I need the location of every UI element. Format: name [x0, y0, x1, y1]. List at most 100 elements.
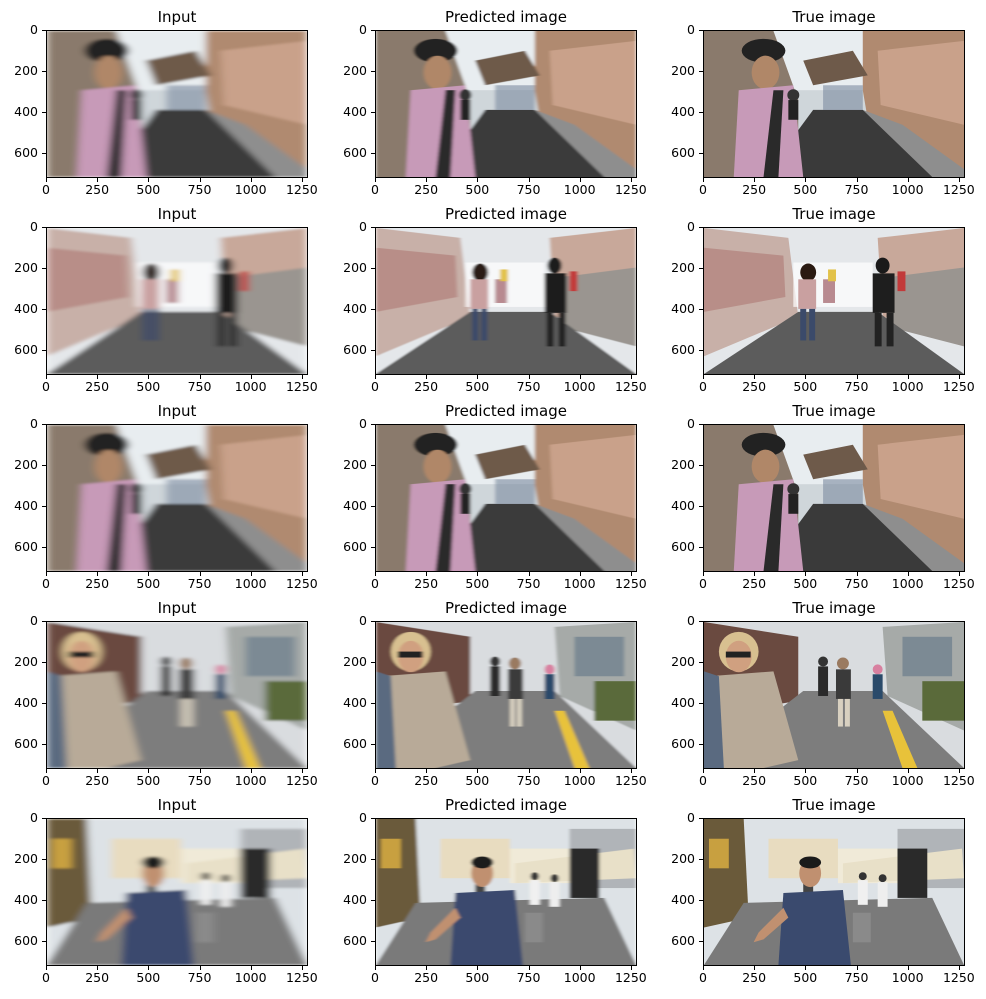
x-tick-label: 0: [371, 182, 379, 197]
x-tick-mark: [301, 769, 303, 773]
x-tick-mark: [46, 178, 47, 182]
street-photo: [46, 227, 308, 375]
panel-title: True image: [792, 8, 876, 26]
y-tick-label: 200: [671, 260, 695, 276]
x-tick-label: 250: [85, 970, 110, 985]
x-tick-mark: [754, 572, 756, 576]
y-tick-mark: [699, 506, 703, 508]
x-tick-label: 750: [516, 773, 541, 788]
street-photo: [703, 818, 965, 966]
y-tick-label: 400: [14, 498, 38, 514]
x-tick-mark: [805, 375, 807, 379]
x-tick-label: 750: [187, 773, 212, 788]
y-tick-label: 200: [14, 851, 38, 867]
y-tick-mark: [371, 30, 375, 31]
x-tick-label: 0: [42, 379, 50, 394]
x-tick-mark: [856, 178, 858, 182]
y-tick-mark: [699, 859, 703, 861]
x-tick-label: 1250: [614, 970, 647, 985]
x-tick-mark: [805, 178, 807, 182]
y-tick-mark: [42, 112, 46, 114]
x-tick-label: 1000: [234, 182, 267, 197]
x-tick-label: 500: [465, 379, 490, 394]
x-tick-mark: [375, 572, 376, 576]
y-tick-label: 600: [343, 342, 367, 358]
x-tick-mark: [579, 769, 581, 773]
x-tick-mark: [477, 769, 479, 773]
x-tick-label: 750: [187, 379, 212, 394]
x-tick-label: 750: [844, 379, 869, 394]
x-tick-label: 500: [793, 576, 818, 591]
street-photo: [703, 30, 965, 178]
x-tick-mark: [97, 178, 99, 182]
x-tick-label: 1000: [234, 379, 267, 394]
y-tick-label: 600: [671, 736, 695, 752]
y-tick-mark: [371, 859, 375, 861]
x-tick-mark: [46, 375, 47, 379]
y-tick-label: 600: [343, 145, 367, 161]
y-tick-label: 600: [671, 933, 695, 949]
x-tick-mark: [630, 375, 632, 379]
x-tick-mark: [375, 375, 376, 379]
y-tick-mark: [42, 465, 46, 467]
x-tick-mark: [46, 572, 47, 576]
x-tick-label: 1250: [614, 379, 647, 394]
x-tick-mark: [856, 375, 858, 379]
y-tick-label: 200: [343, 851, 367, 867]
x-tick-label: 0: [371, 773, 379, 788]
x-tick-label: 250: [414, 379, 439, 394]
x-tick-mark: [426, 966, 428, 970]
panel-title: Input: [157, 599, 197, 617]
x-tick-mark: [97, 769, 99, 773]
x-tick-label: 1250: [614, 182, 647, 197]
y-tick-label: 400: [671, 695, 695, 711]
x-tick-label: 500: [793, 970, 818, 985]
x-tick-label: 1250: [942, 773, 975, 788]
y-tick-mark: [699, 818, 703, 819]
y-tick-label: 200: [343, 63, 367, 79]
y-tick-mark: [699, 465, 703, 467]
x-tick-label: 0: [42, 182, 50, 197]
x-tick-label: 500: [793, 379, 818, 394]
x-tick-label: 750: [516, 576, 541, 591]
x-tick-mark: [375, 769, 376, 773]
y-tick-mark: [42, 153, 46, 155]
y-tick-label: 600: [14, 933, 38, 949]
x-tick-mark: [703, 769, 704, 773]
x-tick-label: 250: [85, 773, 110, 788]
x-tick-label: 250: [742, 576, 767, 591]
x-tick-label: 1000: [234, 576, 267, 591]
x-tick-mark: [805, 572, 807, 576]
y-tick-label: 600: [343, 539, 367, 555]
y-tick-mark: [699, 71, 703, 73]
y-tick-mark: [42, 818, 46, 819]
panel-title: True image: [792, 205, 876, 223]
street-photo: [375, 621, 637, 769]
x-tick-mark: [630, 966, 632, 970]
x-tick-mark: [579, 966, 581, 970]
y-tick-mark: [42, 30, 46, 31]
x-tick-label: 0: [371, 576, 379, 591]
street-photo: [375, 424, 637, 572]
y-tick-mark: [699, 941, 703, 943]
x-tick-label: 750: [516, 970, 541, 985]
y-tick-label: 600: [671, 539, 695, 555]
x-tick-label: 500: [465, 182, 490, 197]
y-tick-mark: [42, 703, 46, 705]
x-tick-label: 1250: [942, 182, 975, 197]
y-tick-label: 400: [343, 892, 367, 908]
x-tick-mark: [805, 769, 807, 773]
x-tick-label: 250: [742, 773, 767, 788]
street-photo: [703, 424, 965, 572]
y-tick-mark: [371, 424, 375, 425]
y-tick-mark: [699, 900, 703, 902]
y-tick-label: 400: [14, 301, 38, 317]
y-tick-mark: [699, 350, 703, 352]
x-tick-label: 750: [844, 576, 869, 591]
x-tick-label: 250: [414, 773, 439, 788]
y-tick-label: 200: [343, 654, 367, 670]
x-tick-mark: [250, 178, 252, 182]
x-tick-mark: [630, 769, 632, 773]
y-tick-label: 400: [14, 104, 38, 120]
y-tick-label: 0: [30, 22, 38, 37]
